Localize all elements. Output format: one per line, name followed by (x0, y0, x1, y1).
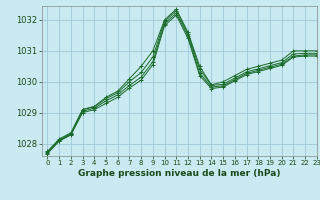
X-axis label: Graphe pression niveau de la mer (hPa): Graphe pression niveau de la mer (hPa) (78, 169, 280, 178)
